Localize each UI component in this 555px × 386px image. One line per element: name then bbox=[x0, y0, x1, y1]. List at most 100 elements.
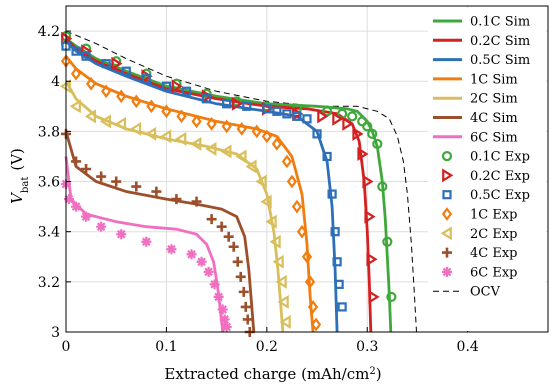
data-point-1c-exp bbox=[261, 129, 272, 144]
experiment-markers bbox=[59, 30, 397, 337]
data-point-0-1c-exp bbox=[372, 138, 383, 150]
data-point-0-2c-exp bbox=[231, 96, 244, 111]
data-point-1c-exp bbox=[161, 104, 172, 119]
series-line-6c-sim bbox=[64, 156, 225, 333]
data-point-2c-exp bbox=[69, 99, 81, 114]
legend-swatch-6c-exp bbox=[442, 266, 452, 277]
legend-swatch-2c-exp bbox=[440, 226, 452, 241]
data-point-6c-exp bbox=[203, 266, 214, 277]
data-point-2c-exp bbox=[114, 116, 127, 131]
data-point-6c-exp bbox=[219, 314, 230, 325]
data-point-0-1c-exp bbox=[357, 116, 368, 127]
data-point-6c-exp bbox=[116, 229, 127, 240]
data-point-2c-exp bbox=[265, 214, 277, 229]
data-point-2c-exp bbox=[235, 149, 247, 164]
plot-frame bbox=[65, 5, 549, 333]
data-point-0-5c-exp bbox=[81, 51, 91, 61]
data-point-1c-exp bbox=[70, 66, 82, 81]
legend-box bbox=[428, 8, 546, 331]
data-point-2c-exp bbox=[145, 126, 157, 141]
legend-swatch-0-2c-exp bbox=[442, 168, 454, 183]
legend-label-4c-sim: 4C Sim bbox=[470, 111, 518, 126]
y-tick-label: 3 bbox=[51, 325, 60, 341]
data-point-6c-exp bbox=[196, 256, 207, 267]
data-point-6c-exp bbox=[209, 279, 220, 290]
data-point-1c-exp bbox=[176, 109, 187, 124]
data-point-2c-exp bbox=[220, 144, 232, 159]
data-point-2c-exp bbox=[160, 129, 172, 144]
data-point-4c-exp bbox=[131, 181, 142, 192]
data-point-1c-exp bbox=[271, 137, 282, 151]
data-point-0-5c-exp bbox=[334, 279, 344, 289]
legend-label-1c-sim: 1C Sim bbox=[470, 72, 518, 87]
data-point-4c-exp bbox=[228, 241, 239, 252]
data-point-0-5c-exp bbox=[327, 189, 337, 199]
legend-label-0-2c-sim: 0.2C Sim bbox=[470, 34, 530, 49]
series-line-4c-sim bbox=[64, 131, 256, 333]
x-tick-label: 0.1 bbox=[155, 339, 177, 355]
data-point-0-2c-exp bbox=[364, 209, 376, 224]
data-point-6c-exp bbox=[64, 194, 75, 205]
data-point-1c-exp bbox=[85, 76, 97, 91]
data-point-1c-exp bbox=[307, 300, 319, 314]
y-tick-label: 3.8 bbox=[38, 124, 60, 140]
data-point-0-5c-exp bbox=[181, 86, 192, 96]
series-line-ocv bbox=[65, 30, 417, 333]
data-point-1c-exp bbox=[146, 99, 157, 114]
legend-label-2c-exp: 2C Exp bbox=[470, 227, 518, 242]
legend-label-0-2c-exp: 0.2C Exp bbox=[470, 169, 530, 184]
y-tick-label: 3.4 bbox=[38, 225, 60, 241]
legend-label-1c-exp: 1C Exp bbox=[470, 208, 518, 223]
data-point-0-5c-exp bbox=[332, 257, 342, 267]
data-point-0-1c-exp bbox=[367, 128, 378, 139]
data-point-4c-exp bbox=[71, 156, 82, 167]
data-point-1c-exp bbox=[296, 224, 308, 239]
data-point-4c-exp bbox=[242, 314, 253, 325]
series-line-2c-sim bbox=[64, 80, 285, 333]
data-point-0-1c-exp bbox=[347, 111, 358, 122]
data-point-2c-exp bbox=[99, 114, 112, 129]
legend-swatch-0-5c-exp bbox=[442, 190, 452, 200]
data-point-4c-exp bbox=[232, 256, 243, 267]
data-point-6c-exp bbox=[71, 201, 82, 212]
data-point-4c-exp bbox=[191, 196, 202, 207]
data-point-2c-exp bbox=[255, 174, 267, 189]
data-point-6c-exp bbox=[221, 321, 232, 332]
data-point-0-2c-exp bbox=[342, 116, 354, 131]
data-point-6c-exp bbox=[213, 291, 224, 302]
data-point-2c-exp bbox=[277, 294, 289, 309]
y-tick-label: 3.2 bbox=[38, 275, 60, 291]
x-tick-label: 0.3 bbox=[356, 339, 378, 355]
data-point-2c-exp bbox=[84, 109, 96, 124]
series-line-0-1c-sim bbox=[65, 37, 393, 333]
data-point-0-5c-exp bbox=[201, 94, 212, 104]
data-point-0-5c-exp bbox=[71, 46, 81, 56]
data-point-0-5c-exp bbox=[121, 66, 131, 76]
legend-label-0-1c-exp: 0.1C Exp bbox=[470, 150, 530, 165]
data-point-1c-exp bbox=[206, 117, 217, 131]
axes: 0 0.1 0.2 0.3 0.4 3 3.2 3.4 3.6 3.8 4 4.2 bbox=[38, 5, 549, 355]
data-point-0-1c-exp bbox=[382, 236, 393, 247]
legend-swatch-0-1c-exp bbox=[441, 151, 453, 162]
data-point-4c-exp bbox=[206, 214, 217, 225]
data-point-2c-exp bbox=[190, 136, 202, 151]
x-tick-label: 0.4 bbox=[457, 339, 479, 355]
legend: 0.1C Sim 0.2C Sim 0.5C Sim 1C Sim 2C Sim 4C S… bbox=[428, 8, 546, 331]
data-point-0-5c-exp bbox=[312, 129, 322, 139]
data-point-0-5c-exp bbox=[292, 111, 302, 121]
data-point-1c-exp bbox=[310, 317, 322, 332]
data-point-4c-exp bbox=[111, 176, 122, 187]
data-point-0-5c-exp bbox=[101, 59, 111, 69]
data-point-1c-exp bbox=[191, 114, 202, 129]
data-point-6c-exp bbox=[166, 244, 177, 255]
data-point-0-1c-exp bbox=[377, 181, 388, 192]
data-point-6c-exp bbox=[217, 304, 228, 315]
data-point-0-2c-exp bbox=[352, 126, 364, 141]
data-point-4c-exp bbox=[216, 221, 227, 232]
data-point-4c-exp bbox=[238, 286, 249, 297]
data-point-1c-exp bbox=[131, 94, 142, 109]
data-point-4c-exp bbox=[171, 194, 182, 205]
data-point-0-5c-exp bbox=[272, 106, 282, 116]
x-tick-label: 0 bbox=[62, 339, 71, 355]
